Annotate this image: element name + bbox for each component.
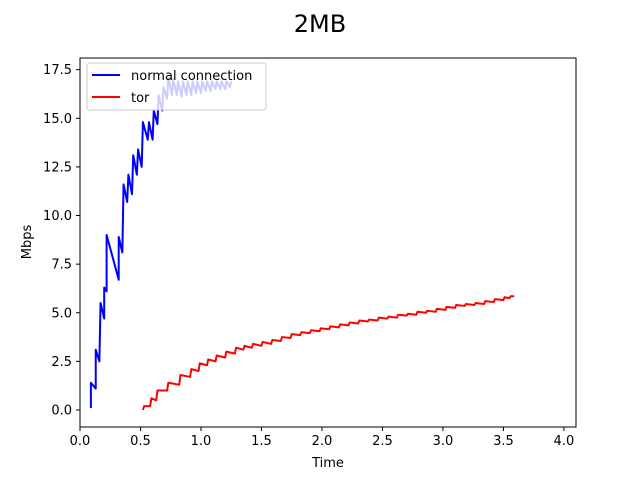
legend-label-tor: tor <box>131 91 150 106</box>
series-line-tor <box>141 295 515 411</box>
x-tick-label: 0.0 <box>70 434 91 449</box>
legend-label-normal-connection: normal connection <box>131 69 252 84</box>
y-tick-label: 17.5 <box>43 63 72 78</box>
x-tick-label: 0.5 <box>130 434 151 449</box>
x-tick-label: 2.0 <box>312 434 333 449</box>
y-axis-label: Mbps <box>20 225 35 260</box>
x-tick-label: 4.0 <box>554 434 575 449</box>
y-tick-label: 5.0 <box>51 306 72 321</box>
y-tick-label: 10.0 <box>43 209 72 224</box>
legend: normal connection tor <box>86 62 267 111</box>
x-tick-label: 3.0 <box>433 434 454 449</box>
x-axis: 0.0 0.5 1.0 1.5 2.0 2.5 3.0 3.5 4.0 <box>70 427 575 449</box>
y-tick-label: 2.5 <box>51 355 72 370</box>
x-tick-label: 1.0 <box>191 434 212 449</box>
y-axis: 0.0 2.5 5.0 7.5 10.0 12.5 15.0 17.5 <box>43 63 80 418</box>
x-axis-label: Time <box>311 456 344 471</box>
y-tick-label: 15.0 <box>43 112 72 127</box>
y-tick-label: 12.5 <box>43 160 72 175</box>
x-tick-label: 3.5 <box>493 434 514 449</box>
x-tick-label: 1.5 <box>251 434 272 449</box>
legend-box <box>86 62 267 111</box>
series-line-normal-connection <box>89 76 233 409</box>
chart-title: 2MB <box>294 10 346 38</box>
x-tick-label: 2.5 <box>372 434 393 449</box>
series-layer <box>89 76 515 411</box>
y-tick-label: 0.0 <box>51 403 72 418</box>
y-tick-label: 7.5 <box>51 258 72 273</box>
plot-area: 0.0 0.5 1.0 1.5 2.0 2.5 3.0 3.5 4.0 0.0 2.5 5.0 7.5… <box>43 57 577 449</box>
axes-frame <box>79 57 577 428</box>
